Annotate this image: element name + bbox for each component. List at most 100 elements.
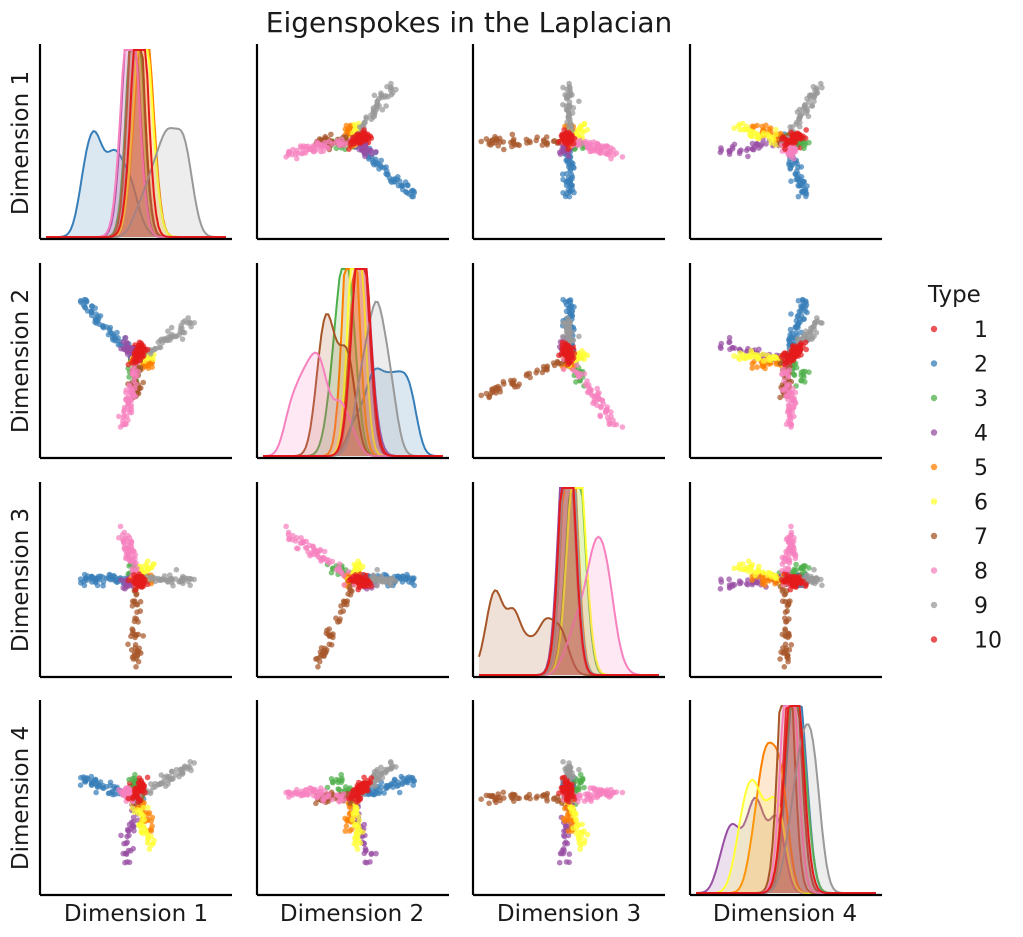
point-type-9 — [179, 576, 185, 582]
point-type-2 — [802, 189, 809, 196]
point-type-10 — [130, 795, 136, 802]
point-type-8 — [781, 555, 788, 561]
point-type-8 — [610, 417, 616, 424]
point-type-8 — [125, 401, 132, 407]
point-type-9 — [811, 566, 817, 573]
point-type-8 — [285, 529, 292, 536]
point-type-9 — [374, 582, 380, 589]
point-type-8 — [341, 582, 347, 588]
point-type-7 — [486, 393, 493, 400]
point-type-7 — [133, 592, 139, 598]
point-type-7 — [778, 649, 784, 655]
point-type-4 — [373, 149, 379, 155]
point-type-7 — [539, 142, 546, 148]
point-type-7 — [516, 381, 522, 388]
point-type-8 — [294, 155, 300, 162]
point-type-9 — [363, 115, 370, 122]
point-type-2 — [571, 189, 577, 196]
point-type-4 — [749, 140, 756, 147]
point-type-3 — [806, 565, 812, 571]
point-type-8 — [130, 392, 136, 398]
kde-line-type-10 — [479, 487, 659, 676]
point-type-9 — [569, 337, 576, 344]
point-type-8 — [320, 555, 326, 561]
point-type-10 — [137, 574, 144, 580]
point-type-6 — [748, 348, 755, 354]
point-type-10 — [802, 135, 809, 141]
point-type-9 — [374, 566, 381, 573]
point-type-8 — [786, 367, 793, 373]
point-type-6 — [584, 127, 591, 133]
point-type-2 — [795, 297, 802, 304]
point-type-6 — [731, 353, 737, 359]
point-type-2 — [795, 322, 801, 329]
point-type-2 — [567, 176, 573, 183]
point-type-9 — [809, 103, 815, 109]
point-type-10 — [346, 577, 352, 584]
point-type-10 — [803, 127, 809, 133]
point-type-2 — [788, 311, 794, 317]
point-type-6 — [772, 355, 779, 362]
point-type-9 — [390, 90, 396, 96]
point-type-2 — [109, 788, 115, 795]
point-type-6 — [731, 125, 737, 131]
kde-fill-type-5 — [479, 488, 659, 675]
point-type-10 — [132, 359, 139, 366]
point-type-9 — [165, 579, 171, 585]
point-type-3 — [793, 561, 799, 568]
panel-r2-c1 — [38, 263, 232, 460]
point-type-5 — [763, 122, 769, 129]
point-type-9 — [182, 763, 188, 769]
point-type-2 — [95, 783, 101, 789]
point-type-10 — [355, 586, 362, 593]
point-type-10 — [565, 146, 571, 152]
point-type-5 — [342, 126, 349, 132]
point-type-4 — [726, 576, 732, 582]
point-type-5 — [754, 364, 760, 370]
point-type-4 — [368, 151, 375, 157]
point-type-2 — [794, 313, 801, 320]
point-type-7 — [328, 131, 334, 138]
point-type-8 — [321, 548, 328, 555]
point-type-4 — [729, 344, 736, 351]
point-type-8 — [329, 141, 336, 147]
point-type-8 — [300, 538, 307, 545]
point-type-6 — [151, 561, 157, 567]
kde-fill-type-2 — [46, 131, 226, 237]
point-type-4 — [737, 148, 743, 155]
point-type-10 — [562, 135, 569, 142]
point-type-2 — [84, 308, 91, 314]
point-type-6 — [760, 358, 767, 364]
point-type-6 — [745, 558, 752, 564]
point-type-7 — [328, 642, 335, 648]
point-type-7 — [347, 592, 354, 598]
point-type-6 — [755, 567, 762, 573]
point-type-2 — [89, 574, 95, 580]
point-type-10 — [782, 136, 789, 143]
kde-fill-type-8 — [263, 352, 443, 456]
point-type-9 — [147, 577, 154, 583]
point-type-2 — [798, 182, 804, 188]
point-type-9 — [179, 325, 185, 332]
point-type-2 — [566, 193, 573, 200]
point-type-10 — [789, 581, 795, 587]
point-type-8 — [128, 387, 134, 394]
point-type-7 — [478, 392, 485, 399]
point-type-2 — [800, 316, 807, 323]
point-type-6 — [740, 355, 746, 361]
panel-r2-c3 — [471, 263, 665, 460]
point-type-7 — [550, 360, 557, 366]
point-type-4 — [745, 153, 751, 160]
point-type-4 — [718, 145, 724, 151]
point-type-6 — [748, 133, 755, 139]
point-type-8 — [120, 418, 126, 424]
point-type-9 — [379, 107, 386, 113]
point-type-6 — [144, 831, 151, 838]
point-type-10 — [568, 138, 575, 144]
point-type-10 — [565, 361, 571, 368]
point-type-8 — [329, 558, 336, 565]
point-type-6 — [739, 120, 746, 127]
point-type-8 — [613, 421, 620, 428]
point-type-2 — [560, 296, 566, 303]
